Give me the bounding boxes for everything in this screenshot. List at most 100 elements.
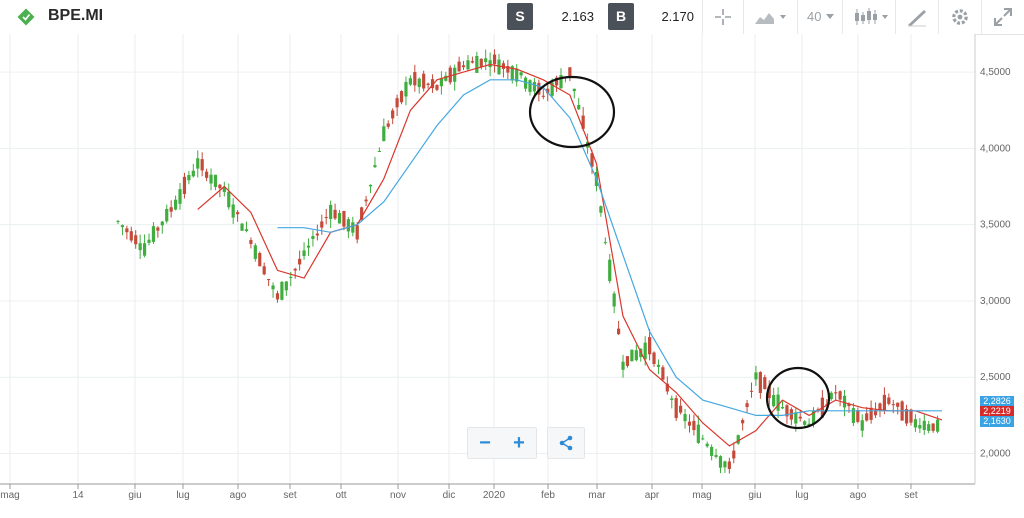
candle-body [196, 158, 200, 169]
candle-body [896, 402, 900, 407]
pencil-draw-icon [908, 10, 926, 27]
candle-body [138, 243, 142, 251]
candle-body [466, 60, 470, 70]
candle-body [727, 461, 731, 469]
candle-body [630, 349, 634, 362]
candle-body [550, 82, 554, 96]
candle-body [178, 189, 182, 204]
candle-body [749, 390, 754, 392]
candle-body [617, 328, 621, 335]
fullscreen-button[interactable] [981, 0, 1024, 34]
candle-body [191, 170, 195, 177]
candle-body [444, 75, 448, 81]
candle-body [253, 245, 257, 259]
zoom-out-button[interactable]: − [479, 432, 491, 454]
x-tick-label: ago [230, 490, 247, 501]
candle-body [147, 239, 151, 243]
candle-body [488, 60, 492, 68]
candle-body [382, 126, 386, 142]
candle-body [856, 410, 860, 422]
candle-body [670, 398, 674, 400]
sell-price[interactable]: 2.163 [561, 9, 594, 24]
candle-body [541, 95, 545, 97]
candle-body [652, 352, 656, 364]
buy-price[interactable]: 2.170 [661, 9, 694, 24]
candle-body [360, 207, 364, 221]
candle-body [803, 421, 807, 425]
chart-type-button[interactable] [743, 0, 797, 34]
x-tick-label: lug [795, 490, 808, 501]
sell-button[interactable]: S [507, 3, 533, 30]
candle-body [125, 228, 129, 233]
candle-body [909, 409, 913, 423]
candle-body [554, 77, 559, 86]
candle-body [758, 372, 762, 393]
timeframe-button[interactable]: 40 [797, 0, 842, 34]
candle-body [935, 419, 940, 432]
annotation-circle-lug [765, 366, 831, 430]
buy-button[interactable]: B [608, 3, 634, 30]
candle-body [811, 410, 816, 424]
x-tick-label: nov [390, 490, 406, 501]
candle-body [475, 55, 479, 73]
candle-body [913, 419, 918, 428]
candle-body [346, 219, 350, 232]
candle-body [373, 165, 377, 168]
candle-body [293, 268, 297, 271]
candle-body [807, 423, 811, 426]
candle-body [200, 159, 204, 171]
candle-body [289, 276, 293, 278]
candle-body [599, 206, 603, 213]
settings-button[interactable] [938, 0, 981, 34]
y-tick-label: 3,5000 [980, 220, 1011, 231]
candle-body [351, 222, 355, 233]
candle-body [794, 412, 798, 424]
x-tick-label: giu [748, 490, 761, 501]
candle-body [851, 408, 855, 423]
candle-body [275, 293, 280, 300]
candle-body [625, 356, 630, 366]
zoom-in-button[interactable]: + [513, 432, 525, 454]
candle-body [878, 403, 882, 411]
candle-body [461, 65, 466, 68]
instrument-symbol: BPE.MI [48, 7, 104, 24]
price-chart[interactable]: mag 14 giu lug ago set ott nov dic 2020 feb mar apr m… [0, 34, 1024, 513]
candle-body [634, 350, 638, 361]
x-tick-label: feb [541, 490, 555, 501]
candle-body [501, 63, 506, 69]
candle-body [116, 220, 120, 222]
chart-canvas[interactable]: mag 14 giu lug ago set ott nov dic 2020 feb mar apr m… [0, 34, 1024, 513]
candle-body [479, 58, 483, 67]
candle-body [492, 54, 497, 65]
candle-body [355, 225, 359, 240]
crosshair-button[interactable] [702, 0, 743, 34]
candle-body [692, 420, 696, 431]
candle-body [271, 285, 275, 290]
candle-body [399, 91, 404, 103]
candle-body [173, 199, 178, 210]
candle-body [865, 413, 869, 421]
candle-body [244, 229, 249, 232]
share-icon [559, 435, 573, 451]
candle-body [661, 367, 665, 380]
candle-body [931, 423, 935, 431]
x-tick-label: mar [588, 490, 606, 501]
draw-button[interactable] [895, 0, 938, 34]
candle-body [665, 383, 669, 392]
candle-body [714, 455, 718, 457]
candle-body [227, 191, 231, 208]
candle-body [887, 397, 891, 404]
price-tag-middle: 2,2219 [980, 406, 1014, 417]
candle-body [160, 221, 164, 226]
candle-body [209, 174, 213, 184]
share-button[interactable] [547, 427, 585, 459]
x-tick-label: set [283, 490, 297, 501]
candle-body [484, 58, 488, 63]
candle-body [302, 250, 306, 257]
candle-body [754, 372, 758, 380]
candles-button[interactable] [842, 0, 895, 34]
candle-body [169, 207, 173, 212]
candle-body [842, 395, 847, 408]
x-tick-label: apr [645, 490, 660, 501]
candle-body [320, 221, 324, 228]
